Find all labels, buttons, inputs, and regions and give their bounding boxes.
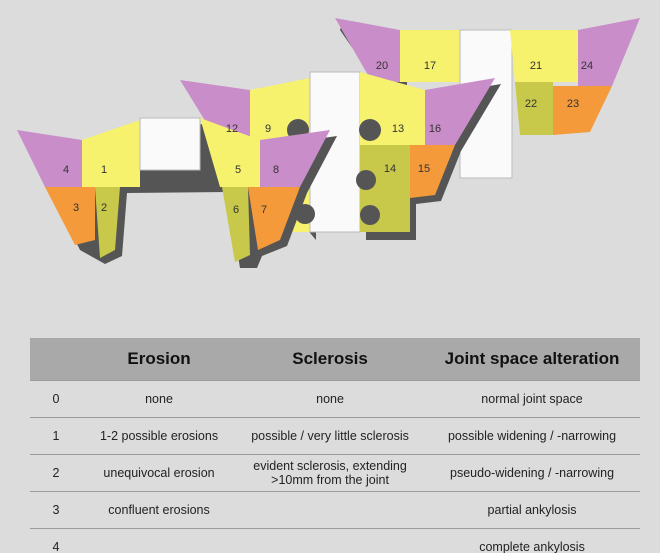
grade-cell: 0 [30, 380, 82, 418]
region-label: 15 [418, 163, 430, 175]
table-cell: none [82, 380, 237, 418]
header-cell: Joint space alteration [424, 338, 640, 381]
table-cell [82, 528, 237, 553]
table-cell [236, 528, 425, 553]
grade-cell: 1 [30, 417, 82, 455]
table-cell: confluent erosions [82, 491, 237, 529]
region-label: 21 [530, 60, 542, 72]
table-cell: unequivocal erosion [82, 454, 237, 492]
region-label: 12 [226, 123, 238, 135]
region-label: 24 [581, 60, 593, 72]
region-label: 6 [233, 204, 239, 216]
header-cell: Sclerosis [236, 338, 425, 381]
region-label: 23 [567, 98, 579, 110]
table-header: Erosion Sclerosis Joint space alteration [30, 338, 640, 381]
table-body: 0 none none normal joint space 1 1-2 possible… [30, 380, 640, 553]
table-row: 1 1-2 possible erosions possible / very li… [30, 417, 640, 455]
grade-cell: 3 [30, 491, 82, 529]
region-label: 20 [376, 60, 388, 72]
region-label: 1 [101, 164, 107, 176]
table-row: 3 confluent erosions partial ankylosis [30, 491, 640, 529]
table-cell: normal joint space [424, 380, 640, 418]
region-label: 7 [261, 204, 267, 216]
table-row: 2 unequivocal erosion evident sclerosis, e… [30, 454, 640, 492]
grade-cell: 4 [30, 528, 82, 553]
region-label: 13 [392, 123, 404, 135]
table-cell: evident sclerosis, extending >10mm from … [236, 454, 425, 492]
table-cell: possible widening / -narrowing [424, 417, 640, 455]
region-label: 3 [73, 202, 79, 214]
region-label: 22 [525, 98, 537, 110]
region-label: 5 [235, 164, 241, 176]
table-cell: complete ankylosis [424, 528, 640, 553]
table-cell: partial ankylosis [424, 491, 640, 529]
header-cell [30, 338, 82, 381]
region-label: 2 [101, 202, 107, 214]
table-cell: possible / very little sclerosis [236, 417, 425, 455]
table-row: 4 complete ankylosis [30, 528, 640, 553]
region-label: 4 [63, 164, 69, 176]
table-cell [236, 491, 425, 529]
header-cell: Erosion [82, 338, 237, 381]
region-label: 17 [424, 60, 436, 72]
scoring-table: Erosion Sclerosis Joint space alteration 0… [30, 338, 640, 553]
region-label: 9 [265, 123, 271, 135]
table-cell: 1-2 possible erosions [82, 417, 237, 455]
front-joint [17, 117, 337, 268]
region-label: 16 [429, 123, 441, 135]
region-label: 14 [384, 163, 396, 175]
table-cell: pseudo-widening / -narrowing [424, 454, 640, 492]
grade-cell: 2 [30, 454, 82, 492]
table-cell: none [236, 380, 425, 418]
table-row: 0 none none normal joint space [30, 380, 640, 418]
region-label: 8 [273, 164, 279, 176]
